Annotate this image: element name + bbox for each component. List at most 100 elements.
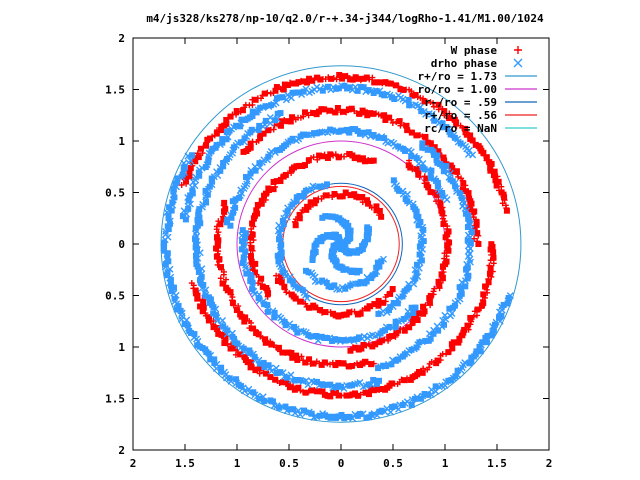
drho-phase-point (223, 129, 230, 136)
drho-phase-point (452, 373, 459, 380)
drho-phase-point (317, 238, 324, 245)
w-phase-point (281, 81, 288, 88)
drho-phase-point (301, 190, 308, 197)
drho-phase-point (170, 284, 177, 291)
drho-phase-point (195, 211, 202, 218)
w-phase-point (252, 367, 259, 374)
drho-phase-point (413, 261, 420, 268)
drho-phase-point (419, 164, 426, 171)
x-tick-label: 0.5 (279, 457, 299, 470)
axes: 2 1.5 1 0.5 0 0.5 1 1.5 221.510.500.511.52 (105, 32, 552, 470)
w-phase-point (443, 258, 450, 265)
drho-phase-point (291, 409, 299, 417)
w-phase-point (296, 215, 303, 222)
drho-phase-point (179, 213, 186, 220)
w-phase-point (409, 315, 416, 322)
w-phase-point (487, 164, 494, 171)
drho-phase-point (418, 257, 425, 264)
w-phase-point (348, 362, 355, 369)
w-phase-point (273, 178, 280, 185)
w-phase-point (217, 127, 224, 134)
w-phase-point (306, 75, 313, 82)
drho-phase-point (293, 198, 300, 205)
drho-phase-point (247, 129, 254, 136)
drho-phase-point (310, 251, 317, 258)
drho-phase-point (378, 407, 385, 414)
w-phase-point (277, 273, 284, 280)
w-phase-point (389, 286, 396, 293)
drho-phase-point (473, 348, 480, 355)
w-phase-point (316, 152, 323, 159)
drho-phase-point (240, 240, 247, 247)
w-phase-point (386, 114, 393, 121)
x-tick-label: 2 (130, 457, 137, 470)
w-phase-point (422, 133, 429, 140)
w-phase-point (471, 208, 478, 215)
drho-phase-point (359, 246, 366, 253)
drho-phase-point (265, 153, 272, 160)
drho-phase-point (498, 312, 505, 319)
w-phase-point (355, 392, 362, 399)
w-phase-point (502, 202, 509, 209)
drho-phase-point (278, 225, 285, 232)
drho-phase-point (413, 211, 420, 218)
w-phase-point (307, 199, 314, 206)
w-phase-point (203, 142, 210, 149)
drho-phase-point (290, 406, 297, 413)
y-tick-label: 1.5 (105, 393, 125, 406)
drho-phase-point (342, 337, 349, 344)
w-phase-point (431, 144, 438, 151)
legend-label: rc/ro = NaN (424, 122, 497, 135)
w-phase-point (205, 317, 212, 324)
drho-phase-point (348, 336, 355, 343)
w-phase-point (313, 197, 320, 204)
y-tick-label: 2 (118, 444, 125, 457)
w-phase-point (192, 158, 199, 165)
drho-phase-point (227, 222, 234, 229)
w-phase-point (381, 112, 388, 119)
drho-phase-point (271, 314, 278, 321)
drho-phase-point (200, 281, 207, 288)
w-phase-point (194, 295, 201, 302)
w-phase-point (324, 154, 331, 161)
w-phase-point (287, 118, 294, 125)
drho-phase-point (274, 110, 281, 117)
w-phase-point (498, 189, 505, 196)
w-phase-point (317, 306, 324, 313)
w-phase-point (427, 140, 434, 147)
drho-phase-point (410, 204, 417, 211)
drho-phase-point (193, 238, 200, 245)
drho-phase-point (365, 87, 372, 94)
drho-phase-point (281, 318, 288, 325)
drho-phase-point (308, 410, 315, 417)
w-phase-point (420, 303, 427, 310)
drho-phase-point (420, 226, 427, 233)
w-phase-point (351, 191, 358, 198)
drho-phase-point (405, 96, 412, 103)
w-phase-point (240, 148, 247, 155)
drho-phase-point (265, 362, 272, 369)
w-phase-point (486, 159, 493, 166)
y-tick-label: 1.5 (105, 84, 125, 97)
drho-phase-point (331, 231, 338, 238)
w-phase-point (263, 370, 270, 377)
drho-phase-point (500, 301, 507, 308)
w-phase-point (421, 98, 428, 105)
drho-phase-point (331, 282, 338, 289)
drho-phase-point (479, 339, 486, 346)
drho-phase-point (269, 398, 276, 405)
drho-phase-point (277, 244, 284, 251)
w-phase-point (480, 291, 487, 298)
drho-phase-point (323, 334, 330, 341)
drho-phase-point (234, 340, 241, 347)
w-phase-point (445, 228, 452, 235)
drho-phase-point (277, 369, 284, 376)
w-phase-point (186, 173, 193, 180)
drho-phase-point (248, 274, 255, 281)
drho-phase-point (363, 278, 370, 285)
drho-phase-point (319, 214, 326, 221)
w-phase-point (291, 386, 298, 393)
w-phase-point (302, 389, 309, 396)
w-phase-point (471, 235, 478, 242)
drho-phase-point (173, 306, 180, 313)
